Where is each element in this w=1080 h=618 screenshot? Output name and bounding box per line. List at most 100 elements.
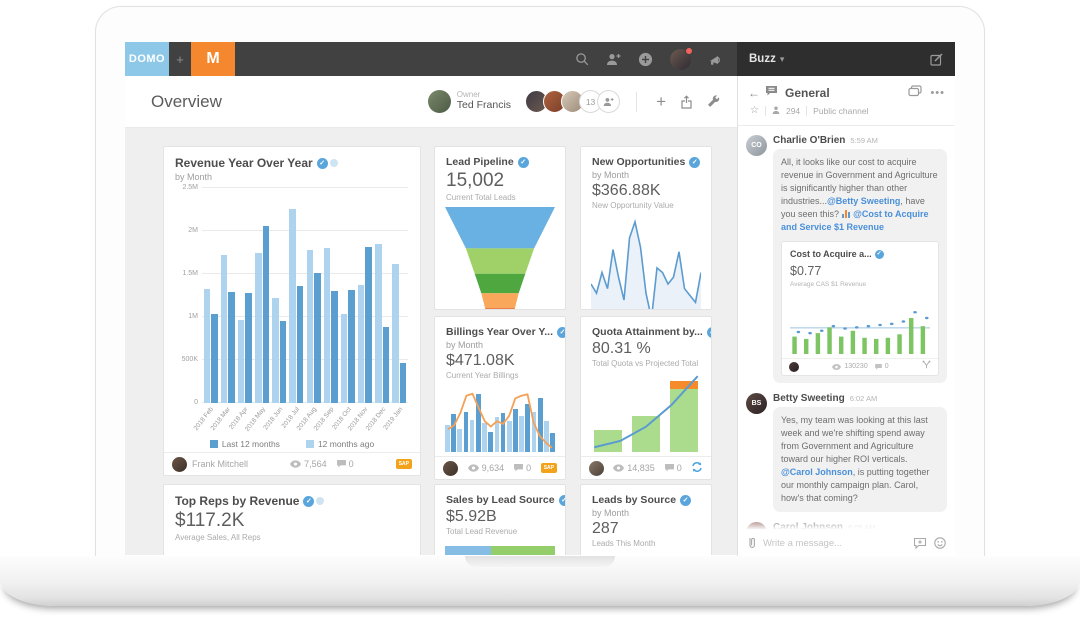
- card-caption: Current Year Billings: [446, 371, 519, 380]
- message-author[interactable]: Charlie O'Brien: [773, 135, 846, 146]
- buzz-panel: ← General ••• ☆ 294 Pub: [737, 76, 955, 556]
- divider: [764, 105, 766, 116]
- card-metric: 15,002: [446, 170, 505, 191]
- card-caption: Average CAS $1 Revenue: [790, 281, 867, 289]
- views-count: 14,835: [627, 463, 655, 473]
- message-time: 6:02 AM: [849, 393, 878, 403]
- new-thread-icon[interactable]: [914, 537, 927, 549]
- embedded-card-cost-to-acquire[interactable]: Cost to Acquire a... ✓ $0.77 Average CAS …: [781, 241, 939, 376]
- buzz-title[interactable]: Buzz: [749, 53, 776, 65]
- dotbar-chart: [790, 296, 930, 354]
- laptop-frame: DOMO + M: [95, 6, 985, 558]
- alerts-icon[interactable]: [708, 53, 723, 66]
- card-title: New Opportunities: [592, 156, 686, 168]
- channel-visibility: Public channel: [813, 105, 869, 116]
- star-icon[interactable]: ☆: [750, 105, 759, 116]
- card-mention-link[interactable]: @Cost to Acquire and Service $1 Revenue: [781, 209, 929, 233]
- threads-icon[interactable]: [908, 84, 923, 102]
- chart-legend: Last 12 months 12 months ago: [164, 436, 420, 452]
- card-lead-pipeline[interactable]: Lead Pipeline ✓ 15,002 Current Total Lead…: [434, 146, 566, 310]
- attach-paperclip-icon[interactable]: [747, 537, 756, 550]
- line-chart[interactable]: [591, 215, 701, 309]
- add-card-button[interactable]: +: [656, 91, 666, 111]
- message-author[interactable]: Betty Sweeting: [773, 392, 845, 404]
- card-revenue-year-over-year[interactable]: Revenue Year Over Year ✓ by Month 2.5M 2M 1…: [163, 146, 421, 476]
- comments-count: 0: [884, 362, 889, 370]
- card-owner-avatar[interactable]: [789, 361, 799, 372]
- message-author[interactable]: Carol Johnson: [773, 522, 844, 529]
- revenue-chart[interactable]: 2.5M 2M 1.5M 1M 500K 0 2018 Feb 2018 Mar 2018 Ap…: [164, 184, 420, 436]
- search-icon[interactable]: [575, 52, 589, 66]
- members-person-icon: [772, 105, 780, 116]
- message: CJ Carol Johnson 6:05 AM It's coming alo…: [746, 522, 947, 529]
- card-metric: $0.77: [790, 264, 822, 279]
- comments-count: 0: [526, 463, 532, 473]
- avatar[interactable]: CJ: [746, 522, 767, 529]
- top-navbar: DOMO + M: [125, 42, 737, 76]
- card-owner-avatar[interactable]: [443, 460, 458, 476]
- message-input[interactable]: [763, 537, 907, 549]
- message-time: 6:05 AM: [848, 523, 876, 529]
- comments-count: 0: [348, 459, 354, 469]
- card-new-opportunities[interactable]: New Opportunities ✓ by Month $366.88K New…: [580, 146, 712, 310]
- invite-people-icon[interactable]: [606, 53, 621, 66]
- main-column: Overview Owner Ted Francis: [125, 76, 737, 556]
- company-logo[interactable]: M: [191, 42, 235, 76]
- owner-label: Owner: [456, 90, 481, 100]
- card-billings-year-over-year[interactable]: Billings Year Over Y... ✓ by Month $471.0…: [434, 316, 566, 480]
- certified-badge-icon: ✓: [706, 326, 711, 338]
- certified-badge-icon: ✓: [689, 156, 701, 168]
- member-count: 294: [785, 105, 801, 116]
- certified-badge-icon: ✓: [316, 157, 328, 169]
- comments-icon: [664, 464, 674, 472]
- owner-avatar[interactable]: [427, 90, 451, 113]
- share-button[interactable]: [677, 94, 696, 109]
- hbar-chart[interactable]: Lance RivasReese Walter: [174, 554, 410, 556]
- certified-badge-icon: ✓: [517, 156, 529, 168]
- emoji-smiley-icon[interactable]: [934, 537, 946, 549]
- card-quota-attainment[interactable]: Quota Attainment by...✓ 80.31 % Total Qu…: [580, 316, 712, 480]
- certified-badge-icon: ✓: [874, 250, 884, 260]
- quota-chart[interactable]: [591, 373, 701, 452]
- card-sales-by-lead-source[interactable]: Sales by Lead Source✓ $5.92B Total Lead …: [434, 484, 566, 555]
- avatar[interactable]: CO: [746, 135, 767, 156]
- sap-connector-badge: SAP: [540, 463, 557, 473]
- comments-icon: [336, 460, 346, 468]
- settings-wrench-button[interactable]: [704, 95, 723, 108]
- page-header: Overview Owner Ted Francis: [125, 76, 737, 128]
- message: BS Betty Sweeting 6:02 AM Yes, my team w…: [746, 392, 947, 513]
- divider: [636, 91, 638, 112]
- card-leads-by-source[interactable]: Leads by Source ✓ by Month 287 Leads This…: [580, 484, 712, 555]
- add-person-button[interactable]: [597, 90, 621, 113]
- card-title: Top Reps by Revenue: [175, 494, 300, 508]
- chevron-down-icon[interactable]: ▾: [779, 53, 785, 64]
- card-owner-avatar[interactable]: [589, 460, 604, 476]
- message-text: , have you seen this?: [781, 196, 925, 220]
- treemap-chart[interactable]: Seminar: [445, 546, 555, 555]
- card-caption: New Opportunity Value: [592, 201, 674, 210]
- combo-chart[interactable]: [445, 385, 555, 452]
- profile-avatar[interactable]: [670, 46, 693, 70]
- card-metric: 80.31 %: [592, 340, 651, 357]
- card-metric: $471.08K: [446, 352, 515, 369]
- message-list[interactable]: CO Charlie O'Brien 5:59 AM All, it looks…: [738, 126, 955, 529]
- avatar[interactable]: BS: [746, 392, 767, 414]
- message-text: Yes, my team was looking at this last we…: [781, 414, 928, 465]
- card-metric: $366.88K: [592, 182, 661, 199]
- card-top-reps-by-revenue[interactable]: Top Reps by Revenue ✓ $117.2K Average Sal…: [163, 484, 421, 555]
- add-icon[interactable]: [638, 52, 653, 67]
- card-owner-avatar[interactable]: [172, 456, 187, 472]
- back-arrow-icon[interactable]: ←: [748, 86, 760, 100]
- workbench-connector-icon: [922, 360, 931, 373]
- sap-connector-badge: SAP: [395, 459, 412, 469]
- buzz-topbar: Buzz ▾: [737, 42, 955, 76]
- owner-chip[interactable]: Owner Ted Francis: [427, 90, 511, 113]
- funnel-chart[interactable]: [445, 207, 555, 309]
- views-count: 9,634: [481, 463, 505, 473]
- mention-link[interactable]: @Carol Johnson: [781, 467, 853, 478]
- compose-icon[interactable]: [930, 52, 943, 66]
- card-subtitle: by Month: [592, 508, 630, 518]
- domo-logo[interactable]: DOMO: [125, 42, 169, 76]
- more-options-icon[interactable]: •••: [930, 87, 945, 99]
- mention-link[interactable]: @Betty Sweeting: [827, 196, 901, 207]
